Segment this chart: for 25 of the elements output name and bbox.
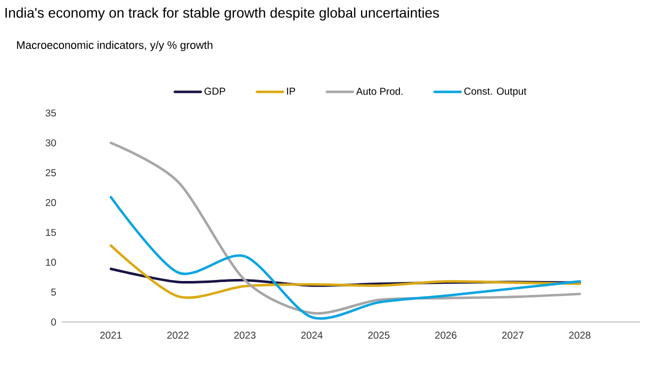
y-tick-label: 0	[51, 318, 56, 326]
chart-subtitle: Macroeconomic indicators, y/y % growth	[17, 40, 212, 52]
x-tick-label: 2021	[100, 332, 122, 339]
line-series	[110, 244, 581, 299]
x-tick-label: 2023	[234, 332, 256, 339]
x-tick-label: 2028	[569, 332, 590, 339]
x-tick-label: 2027	[502, 332, 524, 339]
x-tick-label: 2022	[167, 332, 188, 339]
x-tick-label: 2026	[435, 332, 456, 339]
legend-label: GDP	[204, 88, 226, 95]
y-tick-label: 5	[51, 288, 56, 296]
legend-label: Auto Prod.	[356, 88, 402, 95]
x-tick-label: 2025	[368, 332, 390, 339]
line-series	[110, 142, 581, 315]
line-series	[110, 268, 581, 287]
y-tick-label: 15	[46, 228, 56, 236]
legend-label: IP	[287, 88, 296, 95]
y-tick-label: 10	[46, 258, 56, 266]
y-tick-label: 35	[46, 109, 56, 117]
x-tick-label: 2024	[301, 332, 323, 339]
legend-label: Const. Output	[464, 88, 526, 97]
y-tick-label: 30	[46, 139, 56, 146]
y-tick-label: 25	[46, 169, 56, 176]
chart-title: India's economy on track for stable growth despite global uncertainties	[6, 7, 439, 21]
y-tick-label: 20	[46, 199, 56, 206]
